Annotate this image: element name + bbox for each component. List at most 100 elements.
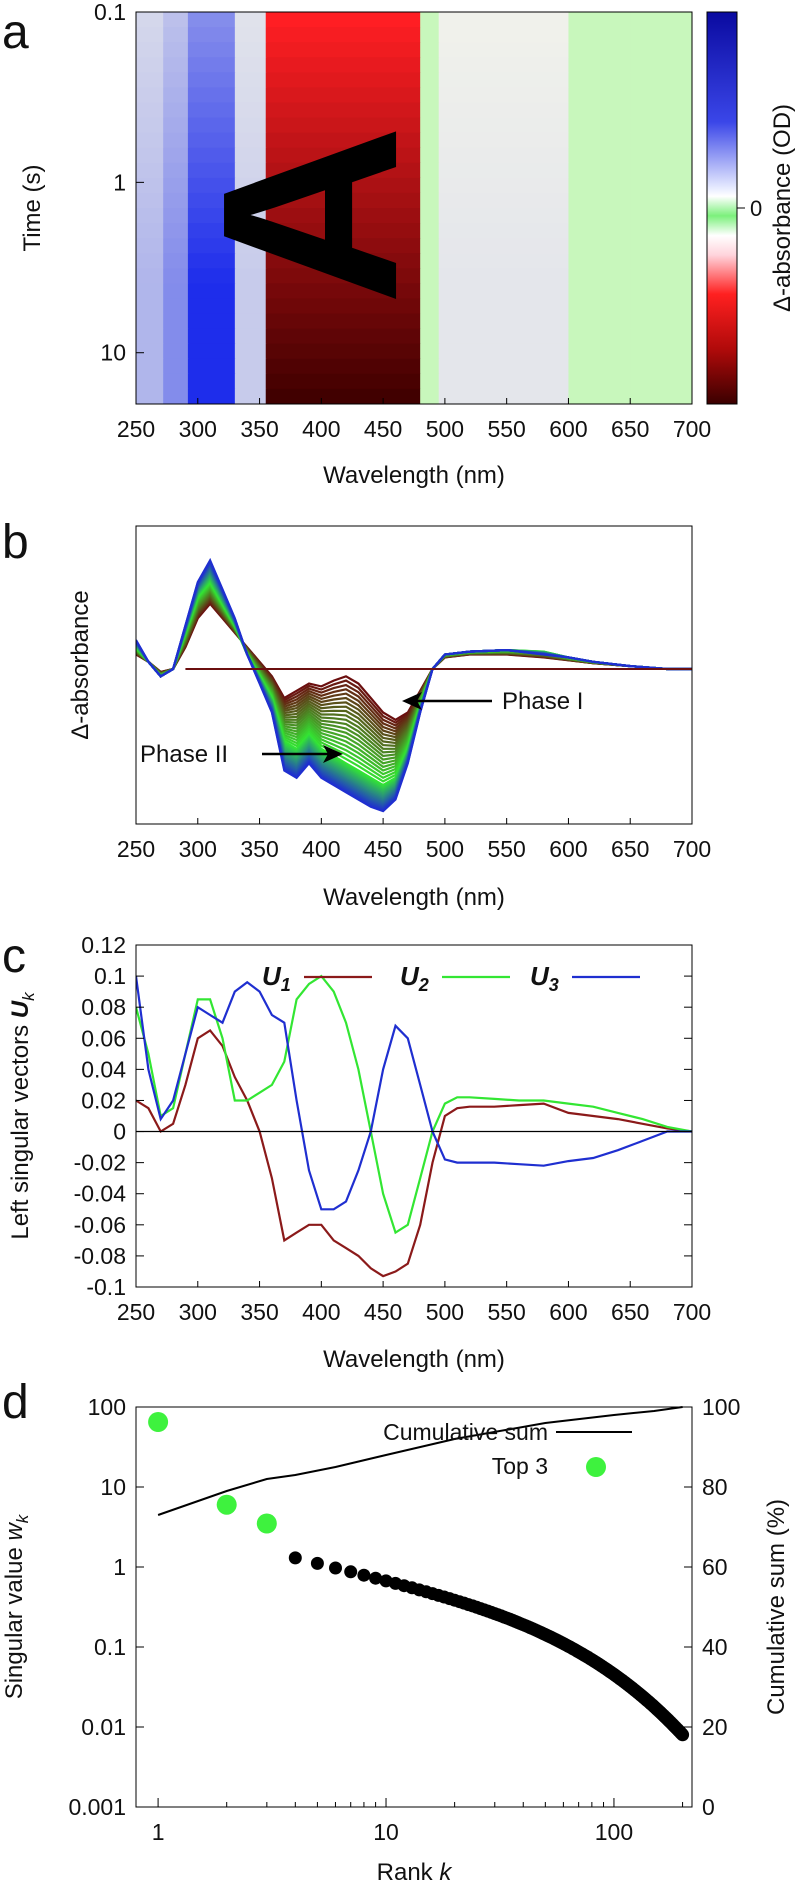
legend-symbol: U bbox=[262, 961, 282, 991]
heatmap-cell bbox=[136, 298, 164, 315]
annotation-phase-1: Phase I bbox=[502, 688, 583, 715]
heatmap-cell bbox=[438, 298, 570, 315]
heatmap-cell bbox=[438, 223, 570, 239]
heatmap-cell bbox=[630, 238, 692, 254]
c-y-axis-label: Left singular vectors Uk bbox=[7, 991, 38, 1240]
heatmap-cell bbox=[136, 102, 164, 119]
heatmap-cell bbox=[187, 72, 236, 88]
heatmap-cell bbox=[438, 328, 570, 345]
b-x-tick-label: 500 bbox=[426, 836, 464, 862]
heatmap-cell bbox=[420, 223, 440, 239]
c-legend: U1 U2 U3 bbox=[262, 961, 640, 995]
heatmap-cell bbox=[265, 328, 421, 345]
panel-label-a: a bbox=[2, 6, 29, 59]
heatmap-cell bbox=[568, 238, 631, 254]
heatmap-cell bbox=[136, 57, 164, 73]
d-y-tick-label: 0.001 bbox=[68, 1794, 126, 1820]
singular-value-point bbox=[310, 1556, 324, 1570]
a-x-tick-label: 300 bbox=[179, 416, 217, 442]
a-x-tick-label: 650 bbox=[611, 416, 649, 442]
heatmap-cell bbox=[438, 268, 570, 284]
heatmap-cell bbox=[630, 283, 692, 300]
heatmap-cell bbox=[136, 238, 164, 254]
heatmap-cell bbox=[265, 12, 421, 28]
d-y2-tick-label: 40 bbox=[702, 1634, 728, 1660]
heatmap-cell bbox=[163, 268, 189, 284]
c-y-axis-label-sub: k bbox=[19, 991, 38, 1001]
heatmap-cell bbox=[136, 27, 164, 43]
heatmap-cell bbox=[630, 162, 692, 179]
heatmap-cell bbox=[568, 283, 631, 300]
heatmap-cell bbox=[420, 72, 440, 88]
singular-vector-line-2 bbox=[136, 974, 692, 1235]
heatmap-cell bbox=[420, 238, 440, 254]
d-legend-cumulative-label: Cumulative sum bbox=[383, 1419, 548, 1445]
heatmap-cell bbox=[438, 313, 570, 330]
heatmap-cell bbox=[234, 177, 267, 194]
a-x-tick-label: 500 bbox=[426, 416, 464, 442]
heatmap-cell bbox=[163, 57, 189, 73]
heatmap-cell bbox=[265, 358, 421, 375]
d-y2-tick-label: 60 bbox=[702, 1554, 728, 1580]
heatmap-cell bbox=[163, 117, 189, 134]
heatmap-cell bbox=[420, 162, 440, 179]
heatmap-cell bbox=[234, 208, 267, 224]
d-x-axis-label: Rank k bbox=[377, 1859, 454, 1886]
d-y-tick-label: 1 bbox=[113, 1554, 126, 1580]
heatmap-cell bbox=[630, 313, 692, 330]
a-y-tick-label: 0.1 bbox=[94, 0, 126, 25]
heatmap-cell bbox=[234, 57, 267, 73]
heatmap-cells bbox=[136, 12, 692, 404]
heatmap-cell bbox=[234, 298, 267, 315]
b-frame bbox=[135, 525, 693, 825]
heatmap-cell bbox=[568, 388, 631, 404]
top3-point-3 bbox=[256, 1513, 277, 1534]
heatmap-cell bbox=[420, 313, 440, 330]
heatmap-cell bbox=[568, 253, 631, 269]
heatmap-cell bbox=[187, 102, 236, 119]
heatmap-cell bbox=[187, 373, 236, 390]
c-y-tick-label: 0.06 bbox=[81, 1025, 126, 1051]
heatmap-cell bbox=[136, 358, 164, 375]
panel-a: A 250 300 350 400 450 500 550 600 650 700 0.1110 … bbox=[19, 0, 796, 489]
a-y-ticks: 0.1 1 10 bbox=[94, 0, 144, 366]
heatmap-cell bbox=[163, 27, 189, 43]
heatmap-cell bbox=[265, 283, 421, 300]
heatmap-cell bbox=[420, 373, 440, 390]
heatmap-cell bbox=[438, 192, 570, 209]
heatmap-cell bbox=[187, 117, 236, 134]
heatmap-cell bbox=[630, 208, 692, 224]
heatmap-cell bbox=[163, 238, 189, 254]
heatmap-cell bbox=[234, 192, 267, 209]
heatmap-cell bbox=[438, 388, 570, 404]
heatmap-cell bbox=[568, 328, 631, 345]
heatmap-cell bbox=[630, 253, 692, 269]
heatmap-cell bbox=[630, 132, 692, 149]
panel-b: 250 300 350 400 450 500 550 600 650 700 Wavelengt… bbox=[67, 525, 711, 911]
heatmap-cell bbox=[234, 343, 267, 360]
heatmap-cell bbox=[420, 147, 440, 164]
heatmap-cell bbox=[187, 12, 236, 28]
heatmap-cell bbox=[163, 343, 189, 360]
heatmap-cell bbox=[136, 313, 164, 330]
b-x-tick-label: 650 bbox=[611, 836, 649, 862]
c-y-tick-label: -0.06 bbox=[74, 1212, 126, 1238]
heatmap-cell bbox=[438, 147, 570, 164]
heatmap-cell bbox=[234, 117, 267, 134]
b-y-axis-label: Δ-absorbance bbox=[67, 590, 94, 739]
c-x-tick-label: 400 bbox=[302, 1299, 340, 1325]
arrowhead-phase-1 bbox=[402, 692, 422, 710]
heatmap-cell bbox=[136, 177, 164, 194]
a-y-axis-label: Time (s) bbox=[19, 164, 46, 251]
d-x-tick-label: 1 bbox=[152, 1819, 165, 1845]
heatmap-cell bbox=[630, 147, 692, 164]
heatmap-cell bbox=[265, 343, 421, 360]
heatmap-cell bbox=[438, 117, 570, 134]
heatmap-cell bbox=[187, 388, 236, 404]
heatmap-cell bbox=[136, 12, 164, 28]
heatmap-cell bbox=[187, 177, 236, 194]
c-y-tick-label: -0.04 bbox=[74, 1181, 127, 1207]
d-y-tick-label: 100 bbox=[88, 1394, 126, 1420]
panel-label-c: c bbox=[2, 930, 26, 983]
a-x-tick-label: 600 bbox=[549, 416, 587, 442]
